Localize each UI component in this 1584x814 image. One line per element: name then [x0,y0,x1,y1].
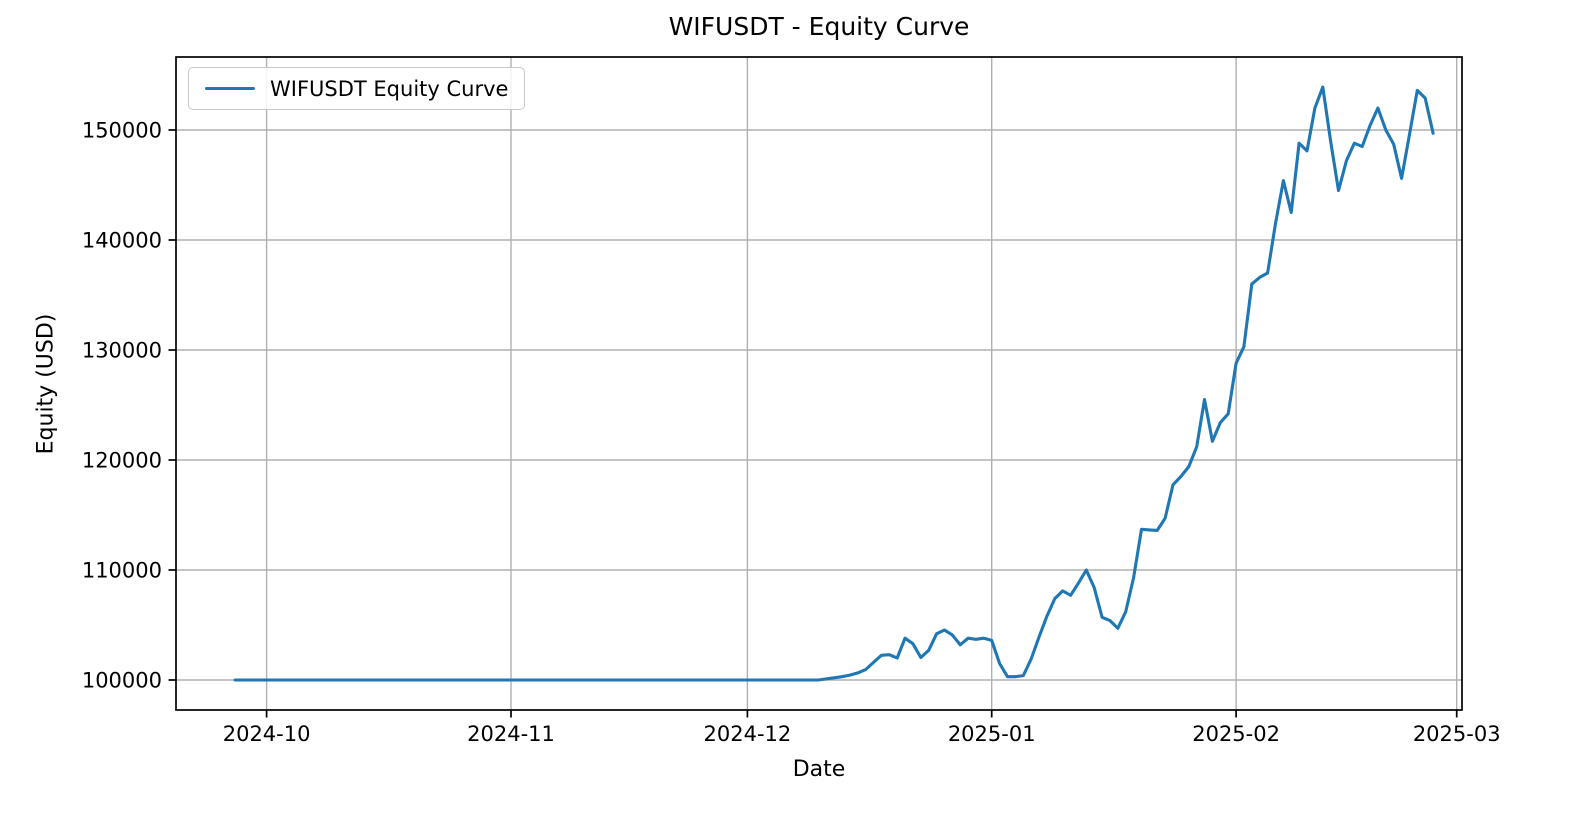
x-tick-label: 2024-10 [223,722,311,746]
y-tick-label: 110000 [82,559,162,583]
equity-curve-line [233,85,1435,682]
x-tick-label: 2025-03 [1413,722,1501,746]
y-tick-label: 100000 [82,669,162,693]
y-tick-label: 140000 [82,229,162,253]
x-tick-label: 2024-11 [467,722,555,746]
y-tick-label: 120000 [82,449,162,473]
x-tick-label: 2024-12 [704,722,792,746]
x-tick-label: 2025-02 [1192,722,1280,746]
chart-title: WIFUSDT - Equity Curve [668,12,970,41]
y-tick-label: 150000 [82,119,162,143]
y-tick-label: 130000 [82,339,162,363]
legend: WIFUSDT Equity Curve [188,67,526,110]
legend-line-sample [205,87,255,90]
x-tick-label: 2025-01 [948,722,1036,746]
legend-label: WIFUSDT Equity Curve [270,76,509,101]
x-axis-label: Date [792,757,846,782]
y-axis-label: Equity (USD) [33,313,59,455]
